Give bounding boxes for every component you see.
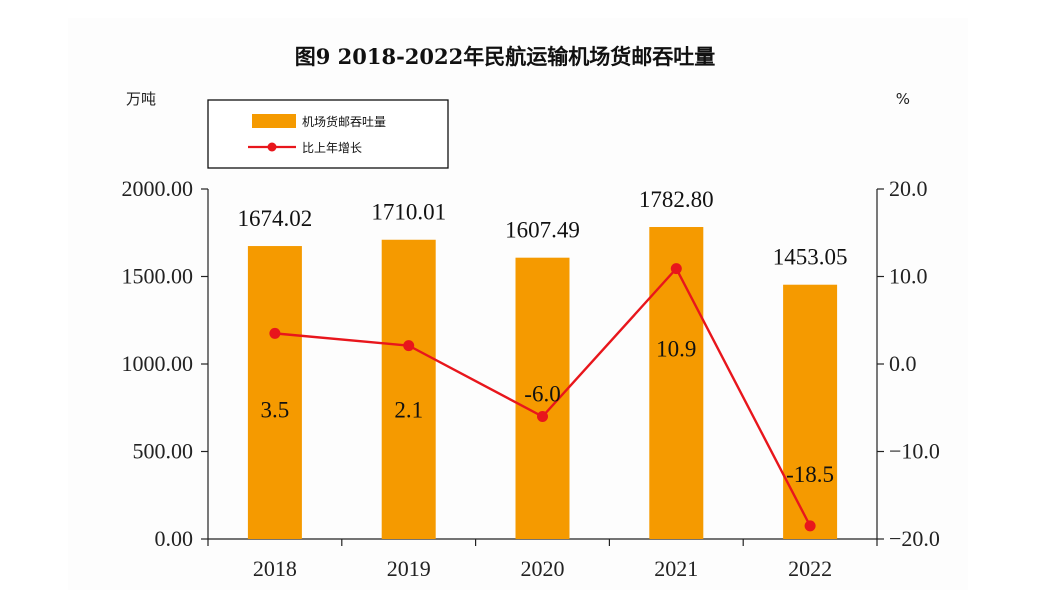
left-tick-label: 1000.00 <box>122 351 194 376</box>
growth-value-label: 3.5 <box>261 397 290 422</box>
x-tick-label: 2018 <box>253 556 297 581</box>
right-tick-label: −10.0 <box>889 439 940 464</box>
x-tick-label: 2019 <box>387 556 431 581</box>
right-tick-label: 20.0 <box>889 176 928 201</box>
bar <box>649 227 704 539</box>
left-tick-label: 500.00 <box>133 439 194 464</box>
chart-canvas: 图9 2018-2022年民航运输机场货邮吞吐量 万吨 % 机场货邮吞吐量 比上… <box>122 44 940 581</box>
x-tick-label: 2020 <box>521 556 565 581</box>
bar <box>381 239 436 540</box>
bar-value-label: 1674.02 <box>238 206 313 231</box>
legend-label-line: 比上年增长 <box>302 141 362 155</box>
right-tick-label: −20.0 <box>889 526 940 551</box>
x-tick-label: 2022 <box>788 556 832 581</box>
growth-value-label: 10.9 <box>656 337 696 362</box>
bar-value-label: 1453.05 <box>773 245 848 270</box>
growth-value-label: -6.0 <box>524 382 560 407</box>
legend-label-bar: 机场货邮吞吐量 <box>302 114 386 129</box>
legend-bar-swatch <box>252 114 296 128</box>
left-tick-label: 2000.00 <box>122 176 194 201</box>
chart-title: 图9 2018-2022年民航运输机场货邮吞吐量 <box>295 44 716 69</box>
legend-marker-swatch <box>267 142 277 152</box>
plot-area: 2000.00 1500.00 1000.00 500.00 0.00 20.0 10.0 0… <box>122 176 940 581</box>
growth-point <box>670 263 682 275</box>
bar-value-label: 1710.01 <box>371 200 446 225</box>
growth-point <box>537 411 548 422</box>
chart-legend: 机场货邮吞吐量 比上年增长 <box>207 99 449 169</box>
right-tick-label: 0.0 <box>889 351 917 376</box>
bar <box>783 284 838 539</box>
bar-value-label: 1607.49 <box>505 218 580 243</box>
right-tick-label: 10.0 <box>889 264 928 289</box>
left-tick-label: 0.00 <box>155 526 194 551</box>
chart-frame: 图9 2018-2022年民航运输机场货邮吞吐量 万吨 % 机场货邮吞吐量 比上… <box>68 18 968 590</box>
growth-value-label: -18.5 <box>786 462 834 487</box>
right-axis-unit: % <box>896 90 910 108</box>
bar <box>247 246 302 539</box>
x-tick-label: 2021 <box>654 556 698 581</box>
growth-point <box>269 327 281 339</box>
bar-value-label: 1782.80 <box>639 187 714 212</box>
growth-point <box>804 520 816 532</box>
left-tick-label: 1500.00 <box>122 264 194 289</box>
legend-box <box>207 99 449 169</box>
growth-point <box>403 340 415 352</box>
growth-value-label: 2.1 <box>394 398 423 423</box>
left-axis-unit: 万吨 <box>126 90 156 108</box>
